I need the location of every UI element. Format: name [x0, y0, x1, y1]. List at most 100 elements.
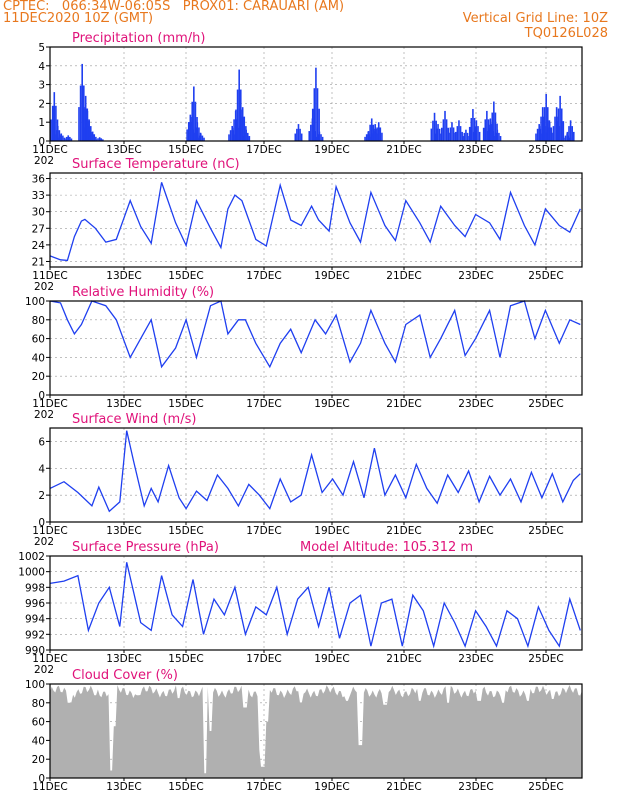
y-tick-label: 20 — [32, 754, 45, 766]
precip-bar — [242, 136, 244, 141]
precip-bar — [493, 136, 495, 141]
precip-bar — [374, 124, 377, 141]
y-tick-label: 60 — [32, 717, 45, 729]
precip-bar — [536, 128, 539, 141]
precip-bar — [297, 124, 300, 141]
precip-bar — [89, 126, 92, 141]
precip-bar — [102, 139, 104, 141]
x-tick-label: 15DEC — [168, 525, 203, 537]
precip-bar — [463, 132, 466, 141]
precip-bar — [186, 129, 188, 141]
precip-bar — [465, 129, 467, 141]
x-tick-label: 17DEC — [246, 525, 281, 537]
precip-bar — [374, 132, 377, 141]
precip-bar — [563, 137, 565, 141]
x-tick-label: 13DEC — [106, 525, 141, 537]
y-tick-label: 100 — [25, 296, 45, 308]
precip-bar — [466, 132, 469, 141]
precip-bar — [246, 132, 249, 141]
precip-bar — [241, 107, 244, 141]
y-tick-label: 36 — [32, 174, 46, 186]
x-tick-label: 15DEC — [168, 781, 203, 793]
y-tick-label: 30 — [32, 207, 45, 219]
panel-title: Cloud Cover (%) — [72, 668, 178, 683]
y-tick-label: 6 — [38, 436, 45, 448]
precip-bar — [81, 63, 83, 141]
y-tick-label: 4 — [38, 61, 45, 73]
precip-bar — [437, 124, 439, 141]
precip-bar — [556, 121, 558, 141]
y-tick-label: 21 — [32, 256, 45, 268]
precip-bar — [456, 126, 459, 141]
panel-frame — [49, 683, 583, 779]
precip-bar — [91, 131, 94, 141]
x-year-fragment: 202 — [34, 409, 54, 421]
precip-bar — [95, 136, 97, 141]
x-tick-label: 21DEC — [386, 398, 421, 410]
precip-bar — [65, 136, 68, 141]
x-tick-label: 25DEC — [528, 144, 563, 156]
x-tick-label: 21DEC — [386, 144, 421, 156]
x-tick-label: 11DEC — [32, 525, 67, 537]
x-tick-label: 21DEC — [386, 781, 421, 793]
precip-bar — [369, 124, 371, 141]
precip-bar — [201, 135, 204, 141]
precip-bar — [449, 127, 452, 141]
precip-bar — [442, 119, 445, 141]
y-tick-label: 0 — [38, 517, 45, 529]
precip-bar — [562, 121, 565, 141]
x-year-fragment: 202 — [34, 281, 54, 293]
precip-bar — [51, 105, 54, 141]
precip-bar — [433, 112, 436, 141]
precip-bar — [552, 126, 555, 141]
precip-bar — [56, 125, 59, 141]
y-tick-label: 1000 — [18, 567, 45, 579]
precip-bar — [474, 126, 476, 141]
precip-bar — [447, 132, 450, 141]
precip-bar — [62, 135, 64, 141]
precip-bar — [371, 133, 373, 141]
y-tick-label: 2 — [38, 490, 45, 502]
precip-bar — [55, 130, 57, 141]
x-tick-label: 25DEC — [528, 398, 563, 410]
y-tick-label: 996 — [25, 598, 45, 610]
precip-bar — [238, 69, 240, 141]
precip-bar — [203, 137, 205, 141]
x-tick-label: 11DEC — [32, 270, 67, 282]
precip-bar — [379, 127, 382, 141]
precip-bar — [444, 110, 446, 141]
precip-bar — [451, 122, 453, 141]
precip-bar — [194, 127, 197, 141]
x-tick-label: 23DEC — [458, 525, 493, 537]
precip-bar — [459, 126, 462, 141]
precip-bar — [317, 134, 319, 141]
x-tick-label: 23DEC — [458, 781, 493, 793]
precip-bar — [435, 128, 438, 141]
x-tick-label: 19DEC — [314, 781, 349, 793]
header-station: CPTEC: 066:34W-06:05S PROX01: CARAUARI (… — [3, 0, 345, 14]
precip-bar — [100, 138, 103, 141]
precip-bar — [441, 127, 443, 141]
precip-bar — [50, 119, 52, 141]
precip-bar — [58, 135, 61, 141]
precip-bar — [381, 132, 383, 141]
precip-bar — [376, 127, 378, 141]
precip-bar — [550, 127, 553, 141]
x-tick-label: 17DEC — [246, 781, 281, 793]
x-tick-label: 25DEC — [528, 653, 563, 665]
precip-bar — [564, 135, 567, 141]
panel-frame — [49, 172, 583, 268]
y-tick-label: 998 — [25, 582, 45, 594]
precip-bar — [430, 128, 433, 141]
x-tick-label: 17DEC — [246, 653, 281, 665]
precip-bar — [321, 136, 324, 141]
x-tick-label: 13DEC — [106, 270, 141, 282]
precip-bar — [370, 118, 373, 141]
panel-frame — [49, 427, 583, 523]
precip-bar — [364, 136, 366, 141]
precip-bar — [493, 101, 495, 141]
precip-bar — [243, 132, 246, 141]
x-tick-label: 21DEC — [386, 270, 421, 282]
precip-bar — [432, 120, 434, 141]
x-tick-label: 17DEC — [246, 398, 281, 410]
